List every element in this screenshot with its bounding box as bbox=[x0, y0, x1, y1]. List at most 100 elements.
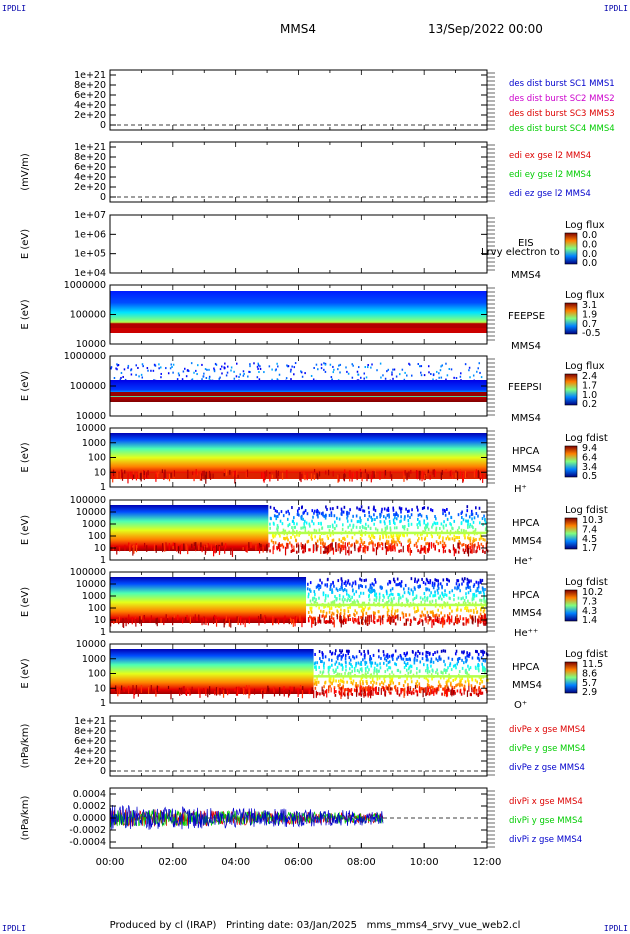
spectrogram-speckle bbox=[331, 663, 333, 667]
spectrogram-spike bbox=[397, 689, 399, 695]
spectrogram-speckle bbox=[477, 589, 479, 593]
spectrogram-spike bbox=[346, 618, 348, 622]
spectrogram-speckle bbox=[309, 606, 312, 610]
spectrogram-speckle bbox=[347, 649, 349, 653]
spectrogram-speckle bbox=[427, 527, 430, 531]
spectrogram-speckle bbox=[457, 586, 460, 590]
spectrogram-spike bbox=[207, 688, 209, 698]
spectrogram-spike bbox=[129, 544, 131, 552]
spectrogram-spike bbox=[391, 616, 393, 620]
spectrogram-speckle bbox=[342, 686, 344, 690]
spectrogram-spike bbox=[147, 687, 150, 694]
series-divpi-z bbox=[109, 804, 384, 830]
spectrogram-speckle bbox=[339, 587, 341, 591]
y-tick-label: 10 bbox=[94, 683, 106, 694]
spectrogram-speckle bbox=[360, 615, 362, 619]
spectrogram-speckle bbox=[357, 684, 359, 688]
spectrogram-speckle bbox=[361, 605, 363, 609]
spectrogram-speckle bbox=[187, 369, 189, 372]
spectrogram-speckle bbox=[481, 669, 484, 673]
spectrogram-speckle bbox=[152, 369, 155, 372]
spectrogram-spike bbox=[312, 544, 314, 554]
spectrogram-speckle bbox=[289, 541, 291, 545]
spectrogram-speckle bbox=[288, 512, 291, 516]
y-tick-label: 100 bbox=[88, 531, 106, 542]
spectrogram-spike bbox=[344, 469, 346, 474]
spectrogram-speckle bbox=[361, 607, 364, 611]
spectrogram-speckle bbox=[342, 684, 345, 688]
spectrogram-spike bbox=[375, 686, 377, 695]
spectrogram-speckle bbox=[197, 364, 199, 367]
spectrogram-speckle bbox=[116, 363, 118, 366]
spectrogram-speckle bbox=[423, 374, 426, 377]
spectrogram-speckle bbox=[386, 541, 388, 545]
spectrogram-spike bbox=[455, 616, 457, 621]
spectrogram-speckle bbox=[419, 660, 422, 664]
spectrogram-speckle bbox=[428, 685, 431, 689]
spectrogram-speckle bbox=[439, 657, 441, 661]
spectrogram-speckle bbox=[347, 597, 349, 601]
species-label: EIS bbox=[518, 238, 534, 249]
spectrogram-spike bbox=[196, 472, 199, 476]
spectrogram-speckle bbox=[460, 522, 463, 526]
spectrogram-fill bbox=[110, 433, 487, 478]
spectrogram-speckle bbox=[425, 588, 428, 592]
spectrogram-spike bbox=[356, 471, 358, 481]
spectrogram-speckle bbox=[459, 688, 462, 692]
spectrogram-speckle bbox=[325, 611, 328, 615]
spectrogram-spike bbox=[373, 614, 375, 620]
spectrogram-speckle bbox=[401, 525, 404, 529]
spectrogram-speckle bbox=[124, 378, 127, 381]
spectrogram-speckle bbox=[344, 657, 347, 661]
spectrogram-speckle bbox=[331, 611, 334, 615]
spectrogram-speckle bbox=[377, 610, 380, 614]
colorbar-tick-label: 7.4 bbox=[582, 524, 597, 535]
spectrogram-spike bbox=[215, 545, 218, 553]
spectrogram-speckle bbox=[431, 583, 434, 587]
spectrogram-spike bbox=[389, 471, 391, 478]
spectrogram-speckle bbox=[337, 679, 340, 683]
spectrogram-speckle bbox=[364, 662, 367, 666]
spectrogram-speckle bbox=[176, 378, 179, 381]
spectrogram-speckle bbox=[438, 655, 441, 659]
spectrogram-spike bbox=[267, 685, 269, 692]
spectrogram-speckle bbox=[389, 544, 391, 548]
spectrogram-speckle bbox=[226, 365, 229, 368]
spectrogram-speckle bbox=[482, 537, 485, 541]
spectrogram-speckle bbox=[383, 520, 386, 524]
spectrogram-spike bbox=[299, 685, 302, 689]
spectrogram-speckle bbox=[458, 583, 461, 587]
spectrogram-speckle bbox=[352, 620, 355, 624]
spectrogram-speckle bbox=[427, 581, 430, 585]
spectrogram-speckle bbox=[322, 513, 324, 517]
spectrogram-speckle bbox=[325, 614, 328, 618]
spectrogram-speckle bbox=[408, 509, 410, 513]
y-tick-label: 4e+20 bbox=[74, 100, 106, 111]
spectrogram-speckle bbox=[393, 513, 395, 517]
spectrogram-speckle bbox=[314, 661, 317, 665]
colorbar-tick-label: 0.5 bbox=[582, 471, 597, 482]
spectrogram-speckle bbox=[355, 590, 358, 594]
spectrogram-speckle bbox=[451, 537, 454, 541]
spectrogram-speckle bbox=[329, 650, 331, 654]
spectrogram-spike bbox=[325, 546, 327, 550]
spectrogram-speckle bbox=[332, 507, 334, 511]
spectrogram-speckle bbox=[319, 585, 322, 589]
spectrogram-speckle bbox=[466, 519, 469, 523]
spectrogram-speckle bbox=[355, 662, 357, 666]
spectrogram-speckle bbox=[420, 544, 423, 548]
spectrogram-speckle bbox=[253, 362, 255, 365]
spectrogram-speckle bbox=[137, 366, 139, 369]
spectrogram-spike bbox=[157, 472, 159, 478]
spectrogram-spike bbox=[479, 546, 481, 551]
spectrogram-speckle bbox=[282, 514, 285, 518]
spectrogram-speckle bbox=[400, 510, 402, 514]
spectrogram-speckle bbox=[459, 541, 461, 545]
spectrogram-spike bbox=[306, 473, 308, 481]
spectrogram-speckle bbox=[343, 536, 345, 540]
spectrogram-speckle bbox=[330, 616, 333, 620]
spectrogram-speckle bbox=[457, 596, 460, 600]
spectrogram-speckle bbox=[423, 595, 426, 599]
spectrogram-speckle bbox=[317, 515, 319, 519]
spectrogram-speckle bbox=[314, 665, 316, 669]
